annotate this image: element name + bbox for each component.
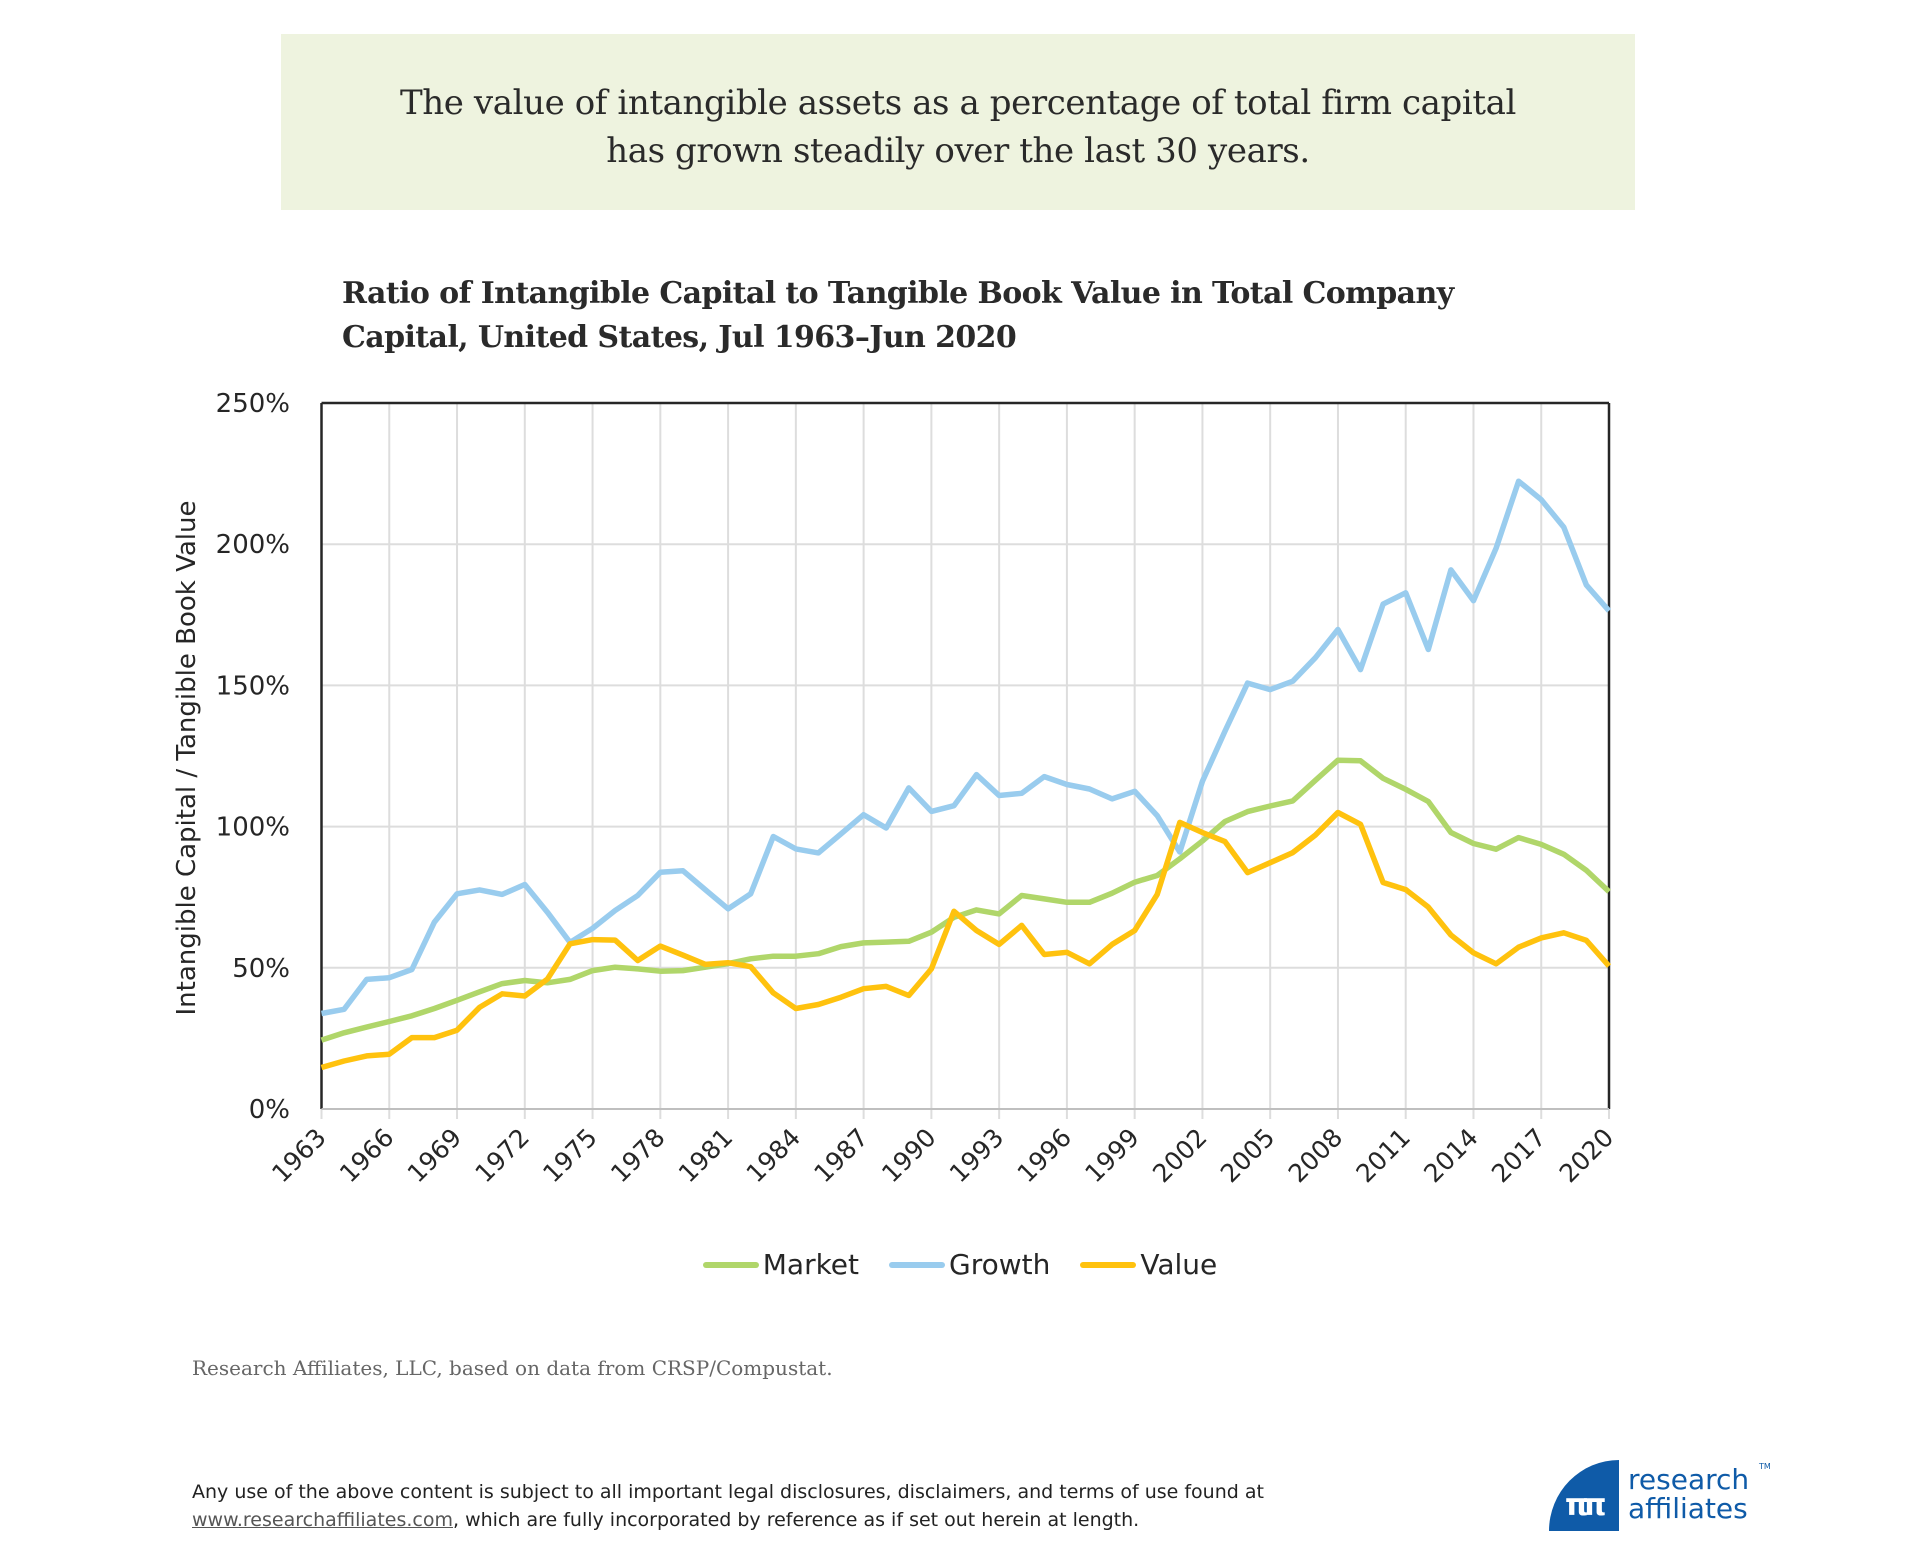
disclaimer: Any use of the above content is subject … xyxy=(192,1478,1264,1534)
series-line-growth xyxy=(320,478,1612,1017)
x-tick-label: 2002 xyxy=(1147,1123,1212,1188)
y-tick-label: 250% xyxy=(216,389,290,419)
axes xyxy=(320,401,1611,1110)
legend-swatch-value xyxy=(1080,1261,1137,1268)
y-tick-label: 200% xyxy=(216,530,290,560)
x-tick-labels: 1963 1966 1969 1972 1975 1978 1981 1984 1987 1990… xyxy=(266,1123,1619,1188)
chart-title-line-2: Capital, United States, Jul 1963–Jun 202… xyxy=(342,320,1017,355)
logo-word-affiliates: affiliates xyxy=(1628,1492,1748,1525)
series-line-value xyxy=(320,809,1612,1071)
y-tick-label: 50% xyxy=(232,954,290,984)
source-note: Research Affiliates, LLC, based on data … xyxy=(192,1356,833,1380)
x-tick-label: 1981 xyxy=(673,1123,738,1188)
logo-trademark: TM xyxy=(1759,1462,1771,1471)
y-axis-label: Intangible Capital / Tangible Book Value xyxy=(172,501,202,1016)
legend-item-market: Market xyxy=(702,1248,859,1281)
x-tick-label: 1987 xyxy=(808,1123,873,1188)
legend-label-growth: Growth xyxy=(949,1248,1051,1281)
x-tick-label: 1996 xyxy=(1012,1123,1077,1188)
legend-swatch-market xyxy=(702,1261,759,1268)
legend-label-market: Market xyxy=(762,1248,859,1281)
x-tick-label: 1990 xyxy=(876,1123,941,1188)
x-tick-label: 1966 xyxy=(334,1123,399,1188)
x-tick-label: 2008 xyxy=(1283,1123,1348,1188)
x-tick-label: 1975 xyxy=(537,1123,602,1188)
x-tick-label: 1969 xyxy=(402,1123,467,1188)
legend-item-growth: Growth xyxy=(889,1248,1050,1281)
legend-item-value: Value xyxy=(1080,1248,1217,1281)
y-tick-label: 150% xyxy=(216,671,290,701)
disclaimer-line-1: Any use of the above content is subject … xyxy=(192,1481,1264,1503)
y-tick-labels: 0% 50% 100% 150% 200% 250% xyxy=(216,389,290,1125)
headline-line-2: has grown steadily over the last 30 year… xyxy=(606,131,1310,171)
headline-banner: The value of intangible assets as a perc… xyxy=(281,34,1635,210)
y-tick-label: 0% xyxy=(249,1095,290,1125)
series-line-market xyxy=(320,757,1611,1043)
x-tick-label: 1978 xyxy=(605,1123,670,1188)
legend: Market Growth Value xyxy=(0,1248,1920,1281)
x-tick-label: 2011 xyxy=(1350,1123,1415,1188)
legend-label-value: Value xyxy=(1140,1248,1218,1281)
line-chart: 0%50%100%150%200%250% 1963 1966 1969 1972 19… xyxy=(172,389,1619,1188)
legend-swatch-growth xyxy=(889,1261,945,1268)
x-tick-label: 1993 xyxy=(944,1123,1009,1188)
x-tick-label: 2017 xyxy=(1486,1123,1551,1188)
disclaimer-line-2: www.researchaffiliates.com, which are fu… xyxy=(192,1506,1264,1534)
logo-word-research: research xyxy=(1628,1463,1750,1496)
website-link[interactable]: www.researchaffiliates.com xyxy=(192,1509,453,1531)
x-tick-label: 1972 xyxy=(470,1123,535,1188)
research-affiliates-logo: ππ research affiliates TM xyxy=(1549,1460,1771,1532)
y-tick-label: 100% xyxy=(216,813,290,843)
chart-title-line-1: Ratio of Intangible Capital to Tangible … xyxy=(342,276,1454,311)
gridlines xyxy=(320,402,1610,1119)
logo-mark-icon: ππ xyxy=(1549,1460,1619,1531)
headline-line-1: The value of intangible assets as a perc… xyxy=(400,83,1516,123)
x-tick-label: 2014 xyxy=(1418,1123,1483,1188)
x-tick-label: 2005 xyxy=(1215,1123,1280,1188)
series-lines xyxy=(320,478,1612,1071)
x-tick-label: 1963 xyxy=(266,1123,331,1188)
x-tick-label: 1984 xyxy=(741,1123,806,1188)
logo-wordmark: research affiliates xyxy=(1628,1465,1749,1523)
x-tick-label: 2020 xyxy=(1554,1123,1619,1188)
x-tick-label: 1999 xyxy=(1079,1123,1144,1188)
logo-glyph: ππ xyxy=(1565,1488,1607,1523)
disclaimer-line-2-text: , which are fully incorporated by refere… xyxy=(452,1509,1140,1531)
